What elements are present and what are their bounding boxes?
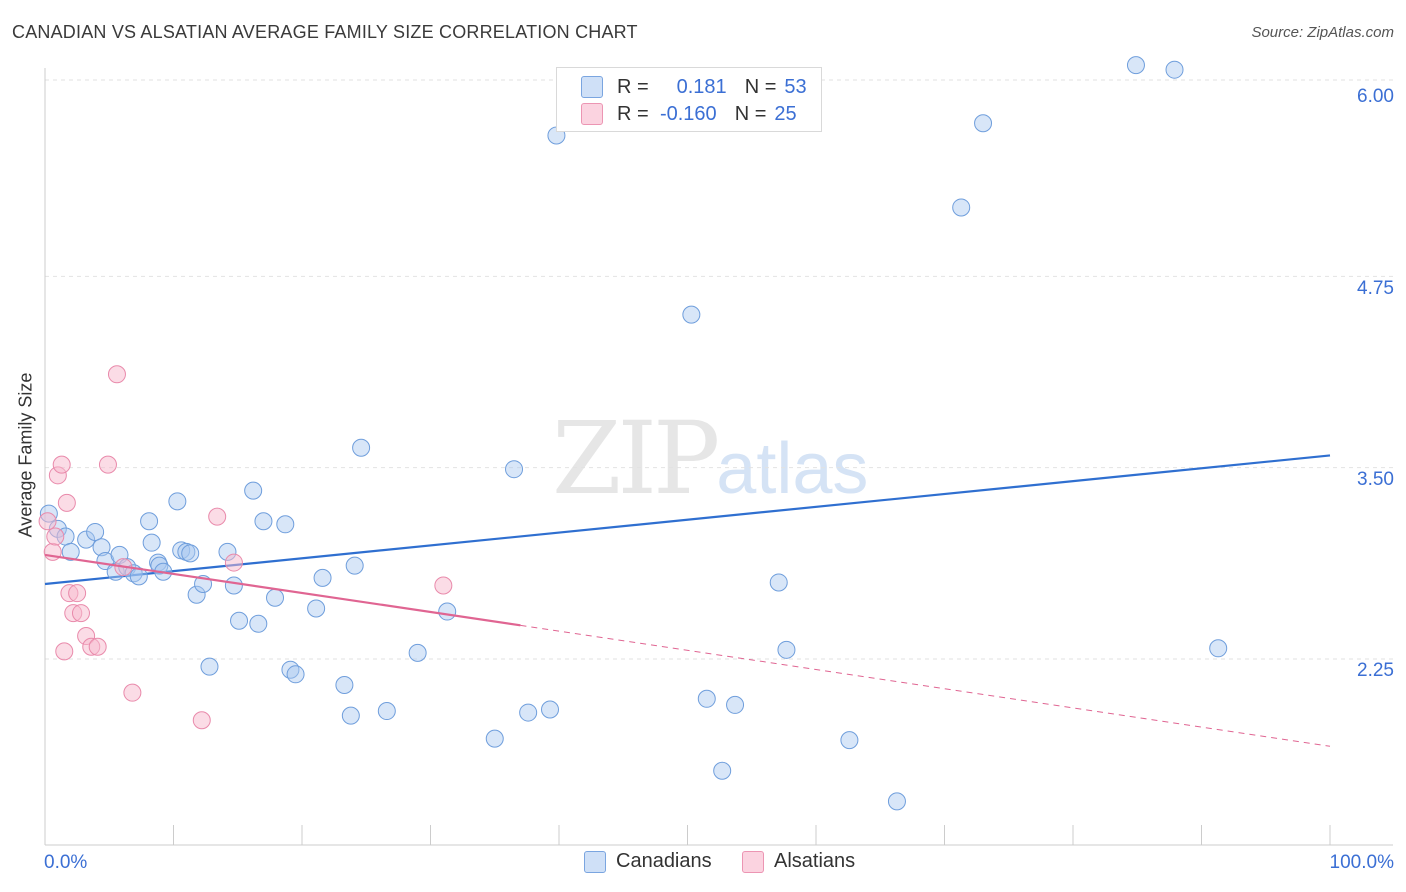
alsatians-point bbox=[224, 553, 243, 572]
bottom-legend-alsatians: Alsatians bbox=[742, 850, 855, 873]
canadians-point bbox=[1209, 639, 1228, 658]
legend: R = 0.181 N = 53 R = -0.160 N = 25 bbox=[556, 67, 822, 132]
alsatians-trend-extension bbox=[520, 624, 1331, 747]
canadians-point bbox=[341, 706, 360, 725]
y-axis-title: Average Family Size bbox=[15, 372, 36, 538]
legend-row-canadians: R = 0.181 N = 53 bbox=[581, 74, 807, 100]
legend-swatch-alsatians bbox=[581, 103, 603, 125]
canadians-point bbox=[276, 515, 295, 534]
canadians-point bbox=[254, 512, 273, 531]
canadians-point bbox=[682, 305, 701, 324]
alsatians-point bbox=[52, 455, 71, 474]
canadians-point bbox=[408, 643, 427, 662]
y-tick-label: 4.75 bbox=[1357, 278, 1394, 299]
canadians-point bbox=[345, 556, 364, 575]
canadians-point bbox=[77, 530, 96, 549]
alsatians-point bbox=[434, 576, 453, 595]
canadians-point bbox=[249, 614, 268, 633]
canadians-point bbox=[438, 602, 457, 621]
source-label: Source: ZipAtlas.com bbox=[1251, 24, 1394, 41]
alsatians-point bbox=[123, 683, 142, 702]
x-tick-label: 100.0% bbox=[1329, 852, 1394, 873]
canadians-point bbox=[974, 114, 993, 133]
watermark: ZIPatlas bbox=[552, 400, 868, 517]
canadians-point bbox=[769, 573, 788, 592]
canadians-point bbox=[505, 460, 524, 479]
legend-swatch-canadians bbox=[581, 76, 603, 98]
bottom-legend-canadians: Canadians bbox=[584, 850, 712, 873]
y-tick-label: 2.25 bbox=[1357, 660, 1394, 681]
canadians-trend-line bbox=[44, 454, 1331, 586]
canadians-point bbox=[313, 568, 332, 587]
alsatians-point bbox=[107, 365, 126, 384]
canadians-point bbox=[840, 731, 859, 750]
canadians-point bbox=[1165, 60, 1184, 79]
canadians-point bbox=[61, 542, 80, 561]
canadians-point bbox=[1126, 56, 1145, 75]
alsatians-point bbox=[68, 584, 87, 603]
canadians-point bbox=[181, 544, 200, 563]
canadians-point bbox=[244, 481, 263, 500]
alsatians-trend-line bbox=[44, 553, 521, 627]
canadians-point bbox=[140, 512, 159, 531]
bottom-legend: Canadians Alsatians bbox=[0, 850, 1406, 878]
canadians-point bbox=[142, 533, 161, 552]
canadians-point bbox=[952, 198, 971, 217]
canadians-point bbox=[352, 438, 371, 457]
alsatians-point bbox=[88, 637, 107, 656]
legend-n-label: N = bbox=[744, 75, 777, 98]
alsatians-point bbox=[208, 507, 227, 526]
canadians-point bbox=[485, 729, 504, 748]
canadians-point bbox=[377, 702, 396, 721]
alsatians-point bbox=[192, 711, 211, 730]
canadians-point bbox=[92, 538, 111, 557]
legend-n-value: 53 bbox=[784, 75, 807, 98]
legend-row-alsatians: R = -0.160 N = 25 bbox=[581, 101, 797, 127]
bottom-legend-swatch-canadians bbox=[584, 850, 606, 873]
canadians-point bbox=[200, 657, 219, 676]
canadians-point bbox=[286, 665, 305, 684]
canadians-point bbox=[887, 792, 906, 811]
alsatians-point bbox=[57, 493, 76, 512]
bottom-legend-label: Alsatians bbox=[774, 850, 856, 872]
watermark-atlas: atlas bbox=[716, 429, 869, 509]
watermark-zip: ZIP bbox=[552, 400, 720, 517]
legend-r-value: 0.181 bbox=[676, 75, 727, 98]
legend-n-value: 25 bbox=[774, 102, 797, 125]
canadians-point bbox=[777, 640, 796, 659]
canadians-point bbox=[335, 676, 354, 695]
canadians-point bbox=[713, 761, 732, 780]
alsatians-point bbox=[98, 455, 117, 474]
canadians-point bbox=[726, 695, 745, 714]
chart-title: CANADIAN VS ALSATIAN AVERAGE FAMILY SIZE… bbox=[12, 22, 638, 42]
bottom-legend-label: Canadians bbox=[616, 850, 712, 872]
x-tick-label: 0.0% bbox=[44, 852, 88, 873]
canadians-point bbox=[230, 611, 249, 630]
alsatians-point bbox=[55, 642, 74, 661]
canadians-point bbox=[541, 700, 560, 719]
legend-n-label: N = bbox=[734, 102, 767, 125]
alsatians-point bbox=[71, 604, 90, 623]
alsatians-point bbox=[38, 512, 57, 531]
canadians-point bbox=[224, 576, 243, 595]
canadians-point bbox=[86, 522, 105, 541]
canadians-point bbox=[307, 599, 326, 618]
y-tick-label: 3.50 bbox=[1357, 469, 1394, 490]
alsatians-point bbox=[46, 527, 65, 546]
canadians-point bbox=[168, 492, 187, 511]
canadians-point bbox=[519, 703, 538, 722]
bottom-legend-swatch-alsatians bbox=[742, 850, 764, 873]
canadians-point bbox=[187, 585, 206, 604]
canadians-point bbox=[266, 588, 285, 607]
legend-r-label: R = bbox=[617, 75, 649, 98]
canadians-point bbox=[697, 689, 716, 708]
y-tick-label: 6.00 bbox=[1357, 86, 1394, 107]
legend-r-value: -0.160 bbox=[659, 102, 717, 125]
legend-r-label: R = bbox=[617, 102, 649, 125]
